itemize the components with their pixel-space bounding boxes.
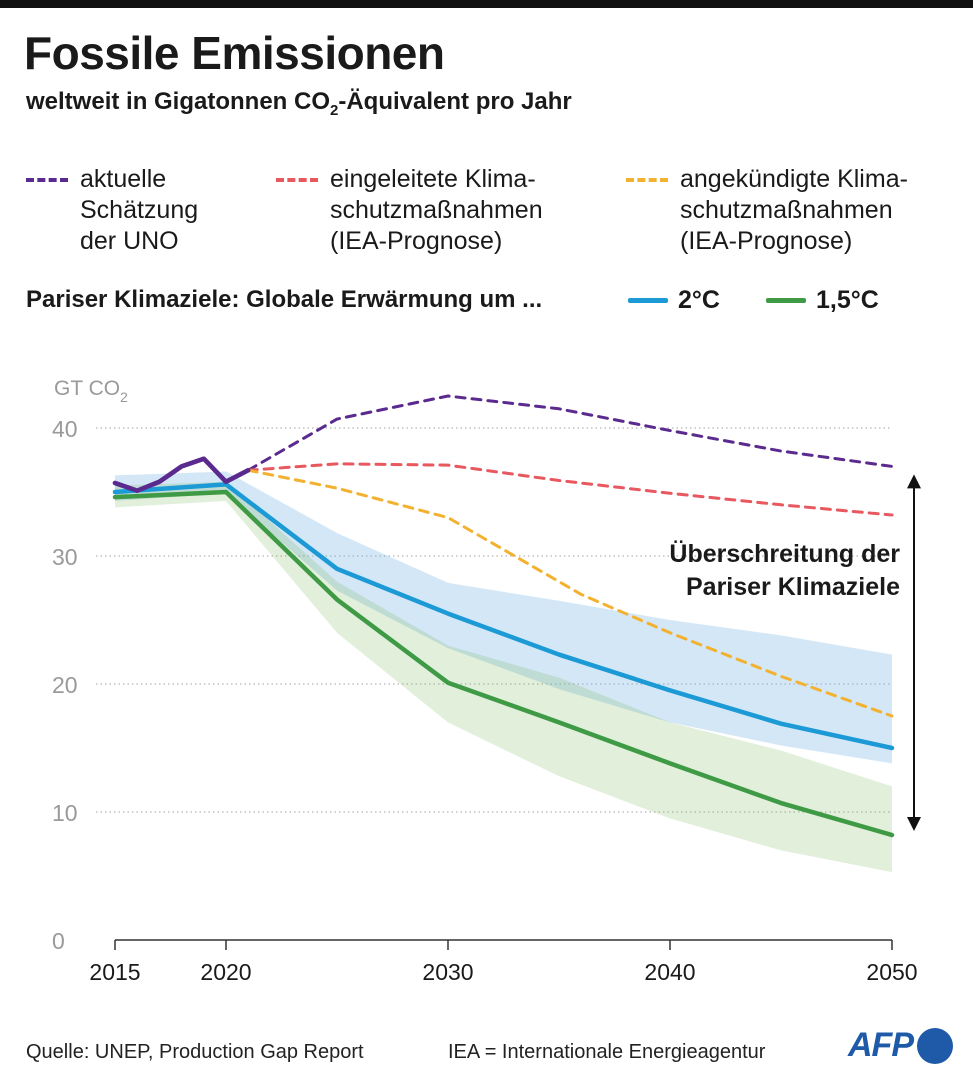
x-tick-label-2020: 2020 xyxy=(200,959,251,985)
legend-label: 1,5°C xyxy=(816,286,879,314)
y-tick-label-0: 0 xyxy=(52,928,65,954)
series-line-historical xyxy=(112,456,251,493)
top-rule xyxy=(0,0,973,8)
annotation-arrow xyxy=(907,474,921,832)
y-axis-label: GT CO xyxy=(54,377,120,400)
x-tick-label-2040: 2040 xyxy=(644,959,695,985)
legend-label: 2°C xyxy=(678,286,720,314)
x-tick-label-2030: 2030 xyxy=(422,959,473,985)
y-tick-label-30: 30 xyxy=(52,544,78,570)
legend-uno-estimate: aktuelle Schätzung der UNO xyxy=(26,164,198,257)
series-line-eingeleitete Klimaschutzmaßnahmen (IEA-Prognose) xyxy=(246,462,894,517)
legend-initiated-measures: eingeleitete Klima- schutzmaßnahmen (IEA… xyxy=(276,164,543,257)
legend-label: eingeleitete Klima- schutzmaßnahmen (IEA… xyxy=(330,165,543,255)
chart-title: Fossile Emissionen xyxy=(24,27,445,79)
series-line-1,5°C xyxy=(112,489,895,838)
series-line-aktuelle Schätzung der UNO xyxy=(246,394,894,472)
legend-label: angekündigte Klima- schutzmaßnahmen (IEA… xyxy=(680,165,908,255)
legend-2c: 2°C xyxy=(628,286,720,315)
chart-subtitle: weltweit in Gigatonnen CO2-Äquivalent pr… xyxy=(26,88,572,119)
legend-line-swatch xyxy=(766,298,806,303)
annotation-exceeding-goals: Überschreitung der Pariser Klimaziele xyxy=(669,540,900,601)
legend-dash-swatch xyxy=(626,164,668,195)
paris-goals-label: Pariser Klimaziele: Globale Erwärmung um… xyxy=(26,286,543,313)
x-tick-label-2050: 2050 xyxy=(866,959,917,985)
source-note: Quelle: UNEP, Production Gap Report xyxy=(26,1041,364,1063)
arrow-head-bottom xyxy=(907,817,921,832)
afp-logo-text: AFP xyxy=(848,1026,914,1064)
subtitle-text: weltweit in Gigatonnen CO xyxy=(26,88,331,115)
y-axis-label-subscript: 2 xyxy=(120,389,128,405)
afp-logo-dot xyxy=(917,1027,953,1064)
legend-dash-swatch xyxy=(276,164,318,195)
y-tick-label-40: 40 xyxy=(52,416,78,442)
abbreviation-note: IEA = Internationale Energieagentur xyxy=(448,1041,766,1063)
series-lines xyxy=(112,394,895,838)
legend-announced-measures: angekündigte Klima- schutzmaßnahmen (IEA… xyxy=(626,164,908,257)
x-tick-label-2015: 2015 xyxy=(89,959,140,985)
legend-line-swatch xyxy=(628,298,668,303)
band-2°C xyxy=(115,471,892,764)
series-line-angekündigte Klimaschutzmaßnahmen (IEA-Prognose) xyxy=(246,468,894,718)
series-line-2°C xyxy=(112,482,895,751)
y-tick-label-10: 10 xyxy=(52,800,78,826)
y-tick-label-20: 20 xyxy=(52,672,78,698)
legend-1-5c: 1,5°C xyxy=(766,286,879,315)
subtitle-text-end: -Äquivalent pro Jahr xyxy=(338,88,572,115)
afp-logo: AFP xyxy=(848,1026,953,1065)
legend-dash-swatch xyxy=(26,164,68,195)
arrow-head-top xyxy=(907,474,921,489)
subtitle-subscript: 2 xyxy=(330,101,339,119)
legend-label: aktuelle Schätzung der UNO xyxy=(80,165,199,255)
